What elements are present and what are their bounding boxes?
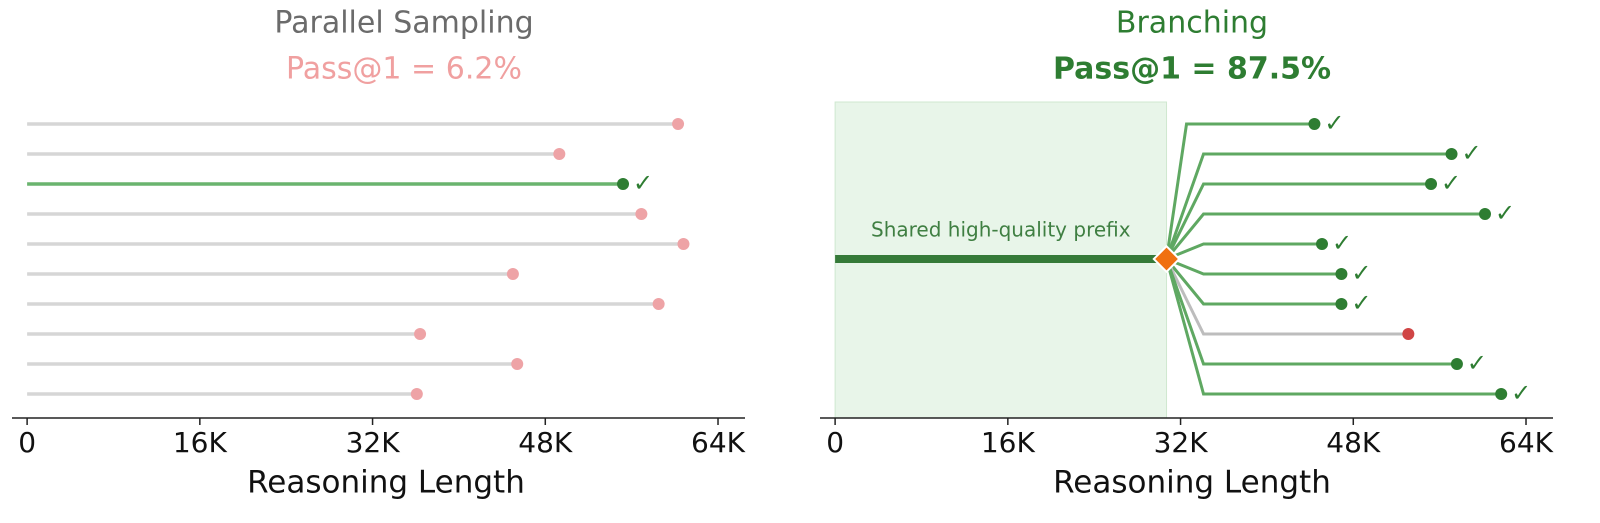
check-mark: ✓ [1324,109,1344,137]
end-dot [1402,328,1415,340]
end-dot [1335,268,1348,280]
branch-line [1165,258,1342,306]
branch-line [1165,258,1457,366]
x-tick-label: 16K [981,426,1036,459]
end-dot [1495,388,1508,400]
check-mark: ✓ [633,169,653,197]
end-dot [553,148,566,160]
end-dot [635,208,648,220]
end-dot [506,268,519,280]
end-dot [511,358,524,370]
x-tick-label: 0 [826,426,844,459]
x-axis-label: Reasoning Length [1053,465,1331,501]
end-dot [672,118,685,130]
end-dot [1425,178,1438,190]
check-mark: ✓ [1332,229,1352,257]
check-mark: ✓ [1467,349,1487,377]
chart-title: Branching [1116,6,1268,41]
branch-line [1165,242,1322,261]
x-tick-label: 32K [346,426,401,459]
end-dot [652,298,665,310]
check-mark: ✓ [1495,199,1515,227]
branch-line [1165,152,1452,260]
prefix-label: Shared high-quality prefix [871,218,1131,242]
end-dot [677,238,690,250]
x-tick-label: 16K [173,426,228,459]
chart-subtitle: Pass@1 = 6.2% [286,52,522,87]
x-tick-label: 64K [1499,426,1554,459]
x-tick-label: 64K [691,426,746,459]
chart-title: Parallel Sampling [274,6,533,41]
end-dot [1308,118,1321,130]
x-tick-label: 48K [518,426,573,459]
check-mark: ✓ [1511,379,1531,407]
end-dot [1478,208,1491,220]
fork-point [1152,244,1181,274]
chart-subtitle: Pass@1 = 87.5% [1053,52,1331,87]
check-mark: ✓ [1441,169,1461,197]
end-dot [1335,298,1348,310]
branch-line [1165,258,1409,336]
x-tick-label: 0 [18,426,36,459]
end-dot [1315,238,1328,250]
branch-line [1165,122,1315,260]
x-axis-label: Reasoning Length [247,465,525,501]
branch-line [1165,182,1432,260]
end-dot [1445,148,1458,160]
check-mark: ✓ [1351,259,1371,287]
check-mark: ✓ [1351,289,1371,317]
check-mark: ✓ [1462,139,1482,167]
end-dot [1450,358,1463,370]
branch-line [1165,258,1502,396]
end-dot [410,388,423,400]
x-tick-label: 32K [1154,426,1209,459]
end-dot [617,178,630,190]
x-tick-label: 48K [1326,426,1381,459]
branch-line [1165,212,1485,260]
end-dot [414,328,427,340]
branch-line [1165,257,1342,276]
